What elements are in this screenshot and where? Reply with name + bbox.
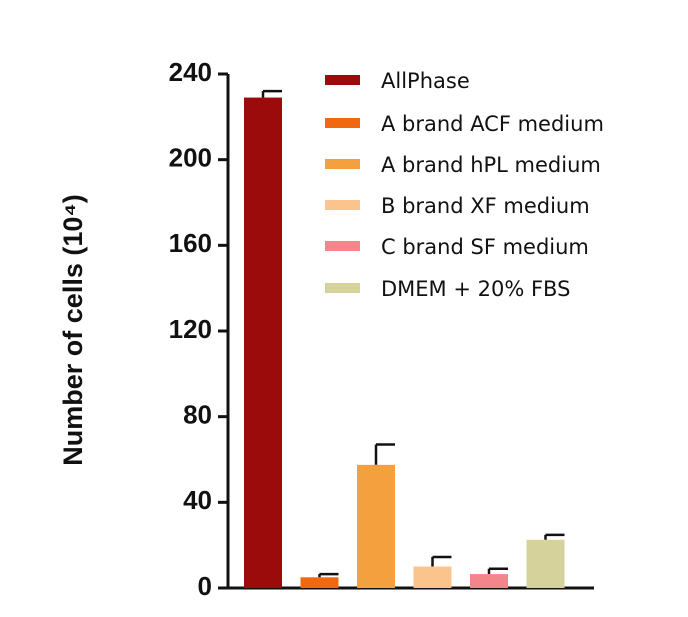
y-tick-label: 80 <box>183 400 212 430</box>
legend-swatch <box>325 241 360 251</box>
y-tick-label: 200 <box>169 143 212 173</box>
y-tick-label: 120 <box>169 314 212 344</box>
legend-label: C brand SF medium <box>381 235 589 259</box>
y-axis-label: Number of cells (10⁴) <box>58 194 88 465</box>
y-tick-label: 240 <box>169 57 212 87</box>
legend-swatch <box>325 118 360 128</box>
bar <box>470 574 508 588</box>
legend-swatch <box>325 283 360 293</box>
legend-swatch <box>325 75 360 85</box>
legend-swatch <box>325 200 360 210</box>
bar <box>357 464 395 588</box>
legend-label: A brand hPL medium <box>381 153 601 177</box>
y-tick-label: 40 <box>183 485 212 515</box>
legend-label: B brand XF medium <box>381 194 590 218</box>
legend-label: AllPhase <box>381 69 470 93</box>
legend-label: A brand ACF medium <box>381 112 604 136</box>
y-tick-label: 160 <box>169 228 212 258</box>
y-tick-label: 0 <box>198 571 212 601</box>
bar <box>526 539 565 588</box>
bar <box>413 566 452 588</box>
bar <box>244 97 282 588</box>
legend-swatch <box>325 159 360 169</box>
bar <box>300 577 339 588</box>
legend-label: DMEM + 20% FBS <box>381 277 570 301</box>
